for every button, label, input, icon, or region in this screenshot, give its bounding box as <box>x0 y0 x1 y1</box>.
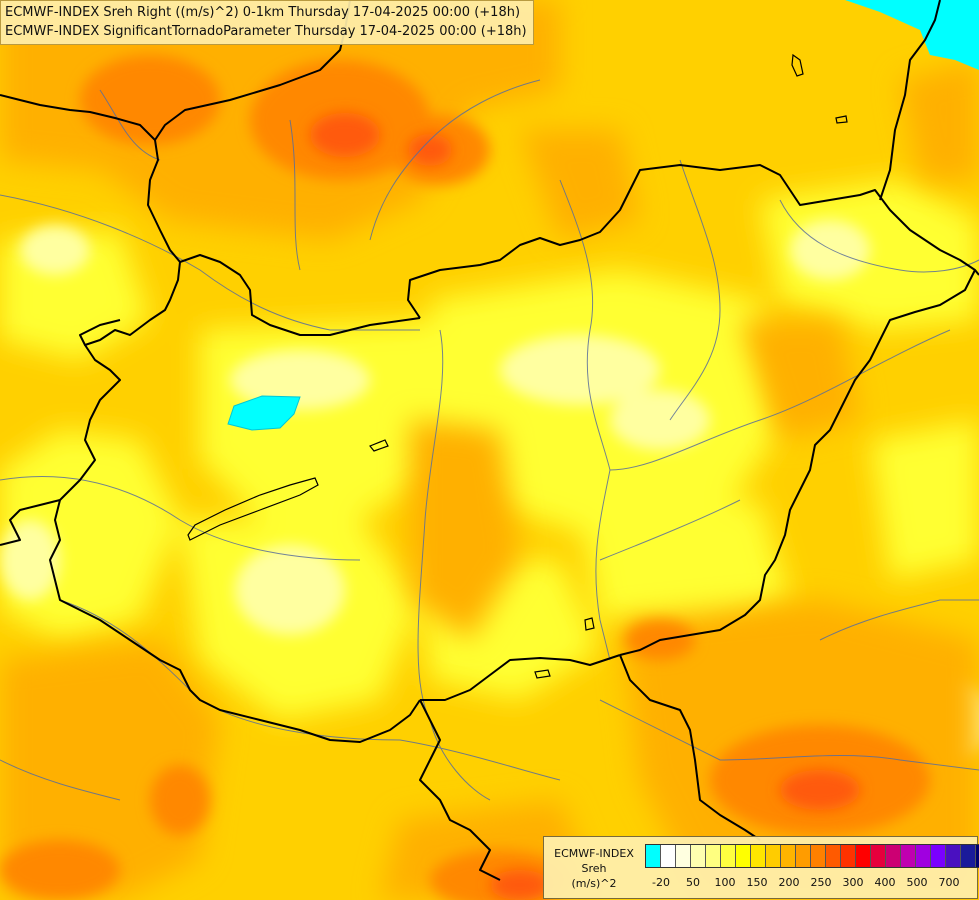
legend-tick-label: 400 <box>874 876 896 889</box>
legend-tick-label: 150 <box>746 876 768 889</box>
title-line-stp: ECMWF-INDEX SignificantTornadoParameter … <box>5 24 527 39</box>
legend-swatch <box>721 845 736 867</box>
intense-sreh-regions <box>310 113 860 900</box>
legend-tick-label: 200 <box>778 876 800 889</box>
legend-swatch <box>916 845 931 867</box>
legend-swatches <box>645 844 979 868</box>
legend-swatch <box>886 845 901 867</box>
legend-swatch <box>976 845 979 867</box>
chart-title-box: ECMWF-INDEX Sreh Right ((m/s)^2) 0-1km T… <box>0 0 534 45</box>
legend-swatch <box>856 845 871 867</box>
legend-swatch <box>676 845 691 867</box>
legend-swatch <box>946 845 961 867</box>
legend-swatch <box>931 845 946 867</box>
legend-swatch <box>961 845 976 867</box>
lake-balaton-anomaly <box>227 395 301 431</box>
legend-swatch <box>706 845 721 867</box>
legend-swatch <box>766 845 781 867</box>
legend-label-line1: ECMWF-INDEX <box>554 847 634 860</box>
legend-tick-label: 300 <box>842 876 864 889</box>
legend-tick-label: 700 <box>938 876 960 889</box>
legend-swatch <box>796 845 811 867</box>
legend-swatch <box>646 845 661 867</box>
legend-tick-label: -20 <box>652 876 670 889</box>
legend-swatch <box>736 845 751 867</box>
legend-swatch <box>811 845 826 867</box>
legend-swatch <box>661 845 676 867</box>
color-legend: ECMWF-INDEX Sreh (m/s)^2 -20 50 100 150 200 2… <box>543 836 979 899</box>
legend-swatch <box>841 845 856 867</box>
legend-swatch <box>781 845 796 867</box>
legend-swatch <box>871 845 886 867</box>
legend-tick-label: 250 <box>810 876 832 889</box>
rivers <box>0 79 979 801</box>
legend-swatch <box>826 845 841 867</box>
legend-swatch <box>691 845 706 867</box>
legend-label-line3: (m/s)^2 <box>571 877 617 890</box>
small-lakes <box>187 53 848 679</box>
northeast-low-region <box>845 0 979 70</box>
legend-label: ECMWF-INDEX Sreh (m/s)^2 <box>548 846 640 891</box>
legend-tick-label: 100 <box>714 876 736 889</box>
country-borders <box>0 0 979 881</box>
title-line-sreh: ECMWF-INDEX Sreh Right ((m/s)^2) 0-1km T… <box>5 5 521 20</box>
legend-swatch <box>901 845 916 867</box>
legend-label-line2: Sreh <box>581 862 607 875</box>
legend-tick-label: 500 <box>906 876 928 889</box>
legend-tick-label: 50 <box>686 876 700 889</box>
legend-swatch <box>751 845 766 867</box>
